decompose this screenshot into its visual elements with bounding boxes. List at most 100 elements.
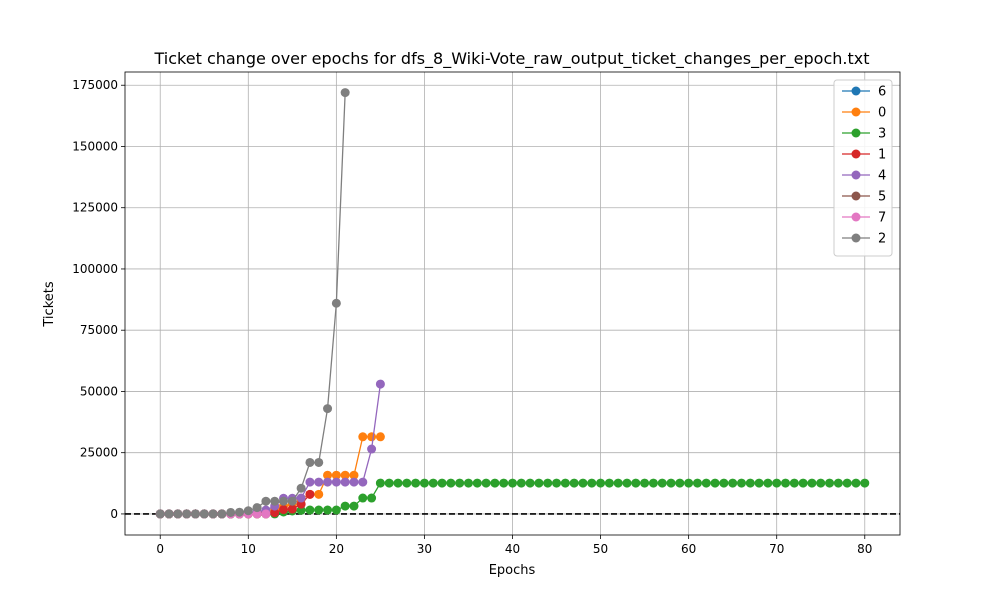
- data-point: [367, 493, 377, 503]
- data-point: [358, 493, 368, 503]
- data-point: [296, 483, 306, 493]
- data-point: [825, 478, 835, 488]
- legend-item: 0: [842, 106, 886, 121]
- data-point: [358, 432, 368, 442]
- data-point: [208, 509, 218, 519]
- data-point: [331, 298, 341, 308]
- data-point: [543, 478, 553, 488]
- data-point: [798, 478, 808, 488]
- x-tick-label: 0: [156, 542, 164, 556]
- legend-label: 0: [878, 106, 886, 121]
- x-tick-label: 40: [505, 542, 520, 556]
- legend-item: 6: [842, 85, 886, 100]
- data-point: [261, 496, 271, 506]
- data-point: [701, 478, 711, 488]
- data-point: [490, 478, 500, 488]
- data-point: [657, 478, 667, 488]
- legend-item: 7: [842, 211, 886, 226]
- legend-item: 1: [842, 148, 886, 163]
- data-point: [234, 507, 244, 517]
- data-point: [331, 470, 341, 480]
- legend-marker: [851, 170, 861, 180]
- data-point: [190, 509, 200, 519]
- y-tick-label: 150000: [72, 139, 118, 153]
- series-layer: [155, 88, 870, 519]
- y-axis-ticks: 0 25000 50000 75000 100000 125000 150000 175000: [72, 78, 125, 521]
- data-point: [604, 478, 614, 488]
- data-point: [648, 478, 658, 488]
- data-point: [331, 505, 341, 515]
- y-tick-label: 75000: [80, 323, 118, 337]
- data-point: [226, 507, 236, 517]
- series-3: [155, 478, 870, 519]
- data-point: [296, 493, 306, 503]
- data-point: [437, 478, 447, 488]
- data-point: [481, 478, 491, 488]
- legend-label: 7: [878, 211, 886, 226]
- data-point: [340, 477, 350, 487]
- data-point: [384, 478, 394, 488]
- data-point: [314, 457, 324, 467]
- data-point: [411, 478, 421, 488]
- data-point: [217, 509, 227, 519]
- data-point: [252, 509, 262, 519]
- legend-item: 3: [842, 127, 886, 142]
- x-axis-label: Epochs: [489, 563, 536, 578]
- data-point: [323, 404, 333, 414]
- x-tick-label: 50: [593, 542, 608, 556]
- data-point: [640, 478, 650, 488]
- data-point: [155, 509, 165, 519]
- data-point: [323, 470, 333, 480]
- legend-box: [833, 79, 893, 257]
- data-point: [472, 478, 482, 488]
- legend-item: 2: [842, 232, 886, 247]
- data-point: [763, 478, 773, 488]
- legend-label: 3: [878, 127, 886, 142]
- data-point: [340, 470, 350, 480]
- legend-item: 4: [842, 169, 886, 184]
- legend-marker: [851, 107, 861, 117]
- legend-marker: [851, 86, 861, 96]
- data-point: [199, 509, 209, 519]
- x-tick-label: 10: [241, 542, 256, 556]
- data-point: [613, 478, 623, 488]
- data-point: [402, 478, 412, 488]
- data-point: [745, 478, 755, 488]
- data-point: [270, 508, 280, 518]
- y-axis-label: Tickets: [42, 281, 57, 327]
- data-point: [314, 489, 324, 499]
- data-point: [596, 478, 606, 488]
- data-point: [305, 489, 315, 499]
- data-point: [578, 478, 588, 488]
- legend-marker: [851, 128, 861, 138]
- data-point: [323, 477, 333, 487]
- data-point: [560, 478, 570, 488]
- legend-item: 5: [842, 190, 886, 205]
- data-point: [287, 504, 297, 514]
- data-point: [516, 478, 526, 488]
- data-point: [534, 478, 544, 488]
- y-tick-label: 50000: [80, 384, 118, 398]
- y-tick-label: 0: [110, 507, 118, 521]
- data-point: [816, 478, 826, 488]
- data-point: [375, 432, 385, 442]
- data-point: [499, 478, 509, 488]
- data-point: [587, 478, 597, 488]
- data-point: [710, 478, 720, 488]
- y-tick-label: 175000: [72, 78, 118, 92]
- data-point: [446, 478, 456, 488]
- data-point: [419, 478, 429, 488]
- data-point: [173, 509, 183, 519]
- data-point: [182, 509, 192, 519]
- data-point: [455, 478, 465, 488]
- data-point: [305, 477, 315, 487]
- legend-label: 6: [878, 85, 886, 100]
- data-point: [261, 509, 271, 519]
- legend-marker: [851, 212, 861, 222]
- data-point: [358, 477, 368, 487]
- data-point: [736, 478, 746, 488]
- legend-label: 1: [878, 148, 886, 163]
